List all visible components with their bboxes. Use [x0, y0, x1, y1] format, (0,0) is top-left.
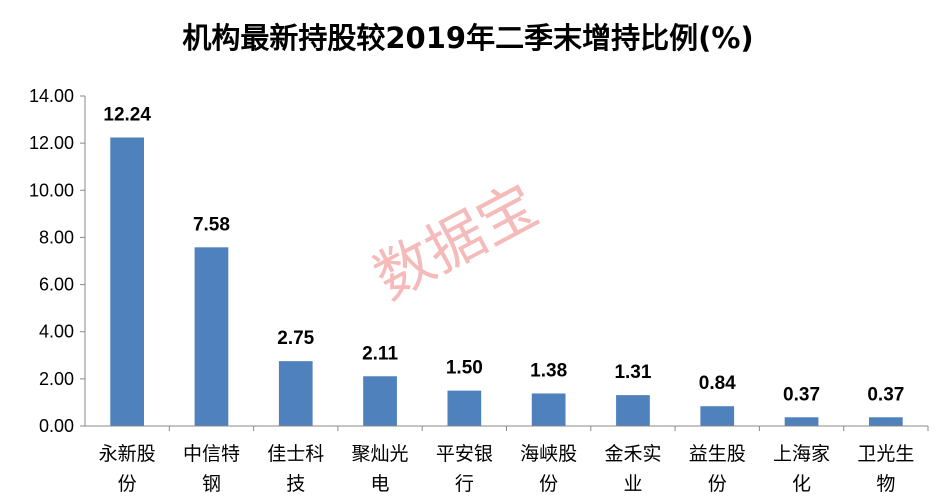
- data-label: 7.58: [193, 214, 230, 235]
- bar: [784, 417, 819, 426]
- x-tick-label: 中信特钢: [183, 443, 240, 495]
- x-tick-label: 永新股份: [99, 443, 156, 495]
- bar: [278, 361, 313, 426]
- bar: [868, 417, 903, 426]
- y-tick-label: 10.00: [29, 180, 74, 200]
- data-label: 0.37: [867, 384, 904, 405]
- y-tick-label: 12.00: [29, 133, 74, 153]
- data-label: 12.24: [103, 104, 151, 125]
- bar: [110, 137, 145, 426]
- y-tick-label: 2.00: [39, 369, 74, 389]
- data-label: 0.84: [699, 373, 736, 394]
- y-tick-label: 8.00: [39, 227, 74, 247]
- bar: [447, 390, 482, 426]
- chart-title: 机构最新持股较2019年二季末增持比例(%): [182, 21, 753, 55]
- x-tick-label: 上海家化: [773, 443, 830, 495]
- y-tick-label: 14.00: [29, 86, 74, 106]
- watermark: 数据宝: [363, 171, 549, 313]
- x-tick-label: 平安银行: [436, 443, 493, 495]
- data-label: 2.11: [362, 343, 398, 364]
- x-tick-label: 聚灿光电: [352, 443, 409, 495]
- data-label: 1.38: [530, 360, 567, 381]
- y-tick-label: 0.00: [39, 416, 74, 436]
- bar: [531, 393, 566, 426]
- y-tick-label: 4.00: [39, 322, 74, 342]
- x-tick-label: 金禾实业: [604, 443, 661, 495]
- data-label: 1.50: [446, 358, 483, 379]
- bar: [700, 406, 735, 426]
- bar: [363, 376, 397, 426]
- x-tick-label: 卫光生物: [857, 443, 914, 495]
- y-tick-label: 6.00: [39, 275, 74, 295]
- x-tick-label: 益生股份: [689, 443, 746, 495]
- x-tick-label: 佳士科技: [267, 443, 324, 495]
- x-tick-label: 海峡股份: [520, 443, 577, 495]
- data-label: 1.31: [614, 362, 651, 383]
- data-label: 2.75: [277, 328, 314, 349]
- bar: [194, 247, 229, 426]
- data-label: 0.37: [783, 384, 820, 405]
- bar: [616, 395, 650, 426]
